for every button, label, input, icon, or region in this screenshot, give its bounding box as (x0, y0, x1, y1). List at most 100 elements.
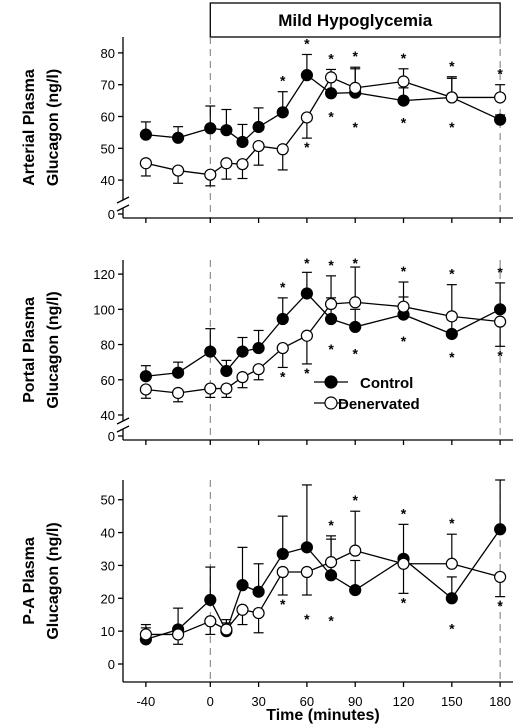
data-point (349, 296, 362, 309)
data-point (204, 615, 217, 628)
data-point (139, 157, 152, 170)
data-point (204, 593, 217, 607)
data-point (445, 310, 458, 323)
significance-star: * (280, 596, 286, 612)
data-point (276, 143, 289, 156)
data-point (324, 71, 338, 84)
data-point (139, 370, 152, 383)
data-point (171, 366, 185, 379)
axis-break-mark-0 (116, 196, 130, 204)
axis-break-mark-1 (116, 425, 130, 433)
significance-star: * (304, 35, 310, 51)
data-point (276, 341, 289, 355)
data-point (300, 329, 313, 342)
significance-star: * (280, 368, 286, 384)
banner-box (209, 2, 501, 38)
y-tick-label: 120 (93, 267, 115, 282)
significance-star: * (401, 263, 407, 279)
data-point (494, 570, 507, 584)
y-tick-label: 80 (101, 46, 115, 61)
data-point (204, 345, 217, 358)
series-control (139, 271, 507, 383)
significance-star: * (304, 611, 310, 627)
data-point (236, 371, 249, 384)
significance-star: * (328, 109, 334, 125)
data-point (397, 75, 410, 88)
shared-x-axis: -40 0 30 60 90 120 150 180 (136, 694, 510, 709)
y-axis-title-line: Glucagon (ng/l) (45, 69, 62, 186)
x-tick-label: 30 (251, 694, 265, 709)
y-tick-label: 60 (101, 373, 115, 388)
data-point (276, 106, 289, 119)
legend-denervated-marker (324, 396, 338, 410)
data-point (494, 113, 507, 126)
x-tick-label: 90 (348, 694, 362, 709)
significance-star: * (401, 114, 407, 130)
significance-star: * (352, 48, 358, 64)
significance-star: * (304, 255, 310, 271)
significance-star: * (449, 58, 455, 74)
y-tick-label-zero: 0 (108, 429, 115, 444)
data-point (252, 585, 265, 598)
data-point (494, 303, 507, 316)
data-point (276, 565, 289, 579)
data-point (252, 139, 265, 153)
data-point (349, 583, 362, 597)
data-point (324, 556, 338, 569)
significance-star: * (328, 517, 334, 533)
legend-control-label: Control (360, 375, 413, 392)
data-point (236, 135, 249, 149)
series-denervated (139, 510, 507, 645)
y-tick-label: 10 (101, 624, 115, 639)
y-axis-title: P-A Plasma Glucagon (ng/l) (21, 522, 62, 639)
data-point (349, 320, 362, 334)
data-point (397, 94, 410, 107)
series-line (145, 76, 501, 176)
data-point (300, 111, 313, 124)
significance-star: * (497, 347, 503, 363)
data-point (139, 128, 152, 141)
data-point (397, 557, 410, 570)
significance-star: * (352, 119, 358, 135)
y-tick-label: 40 (101, 526, 115, 541)
significance-star: * (352, 255, 358, 271)
y-tick-label: 0 (108, 657, 115, 672)
data-point (324, 312, 338, 326)
data-point (171, 164, 185, 177)
data-point (220, 124, 233, 137)
x-tick-label: 60 (300, 694, 314, 709)
data-point (300, 565, 313, 579)
panel-1: 0 40 50 60 70 80 Arterial Plasma Glucagon (ng/l… (21, 35, 513, 223)
data-point (236, 345, 249, 358)
data-point (324, 297, 338, 311)
panel-3: 0 10 20 30 40 50 P-A Plasma Glucagon (ng/l) * * * *… (21, 479, 513, 687)
data-point (220, 623, 233, 636)
data-point (300, 287, 313, 300)
significance-star: * (280, 73, 286, 89)
data-point (171, 386, 185, 400)
significance-star: * (401, 333, 407, 349)
panels-group: 0 40 50 60 70 80 Arterial Plasma Glucagon (ng/l… (21, 35, 513, 687)
y-tick-label: 50 (101, 141, 115, 156)
x-tick-label: 150 (441, 694, 463, 709)
y-tick-label: 50 (101, 493, 115, 508)
data-point (445, 592, 458, 605)
x-tick-label: 0 (207, 694, 214, 709)
data-point (236, 158, 249, 171)
significance-star: * (449, 515, 455, 531)
y-axis-title-line: P-A Plasma (21, 537, 38, 625)
data-point (494, 91, 507, 104)
data-point (139, 628, 152, 641)
panel-2: 0 40 60 80 100 120 Portal Plasma Glucagon (ng/l… (21, 255, 513, 445)
series-line (145, 74, 501, 143)
significance-star: * (304, 365, 310, 381)
data-point (397, 300, 410, 313)
legend-denervated-label: Denervated (338, 396, 420, 413)
significance-star: * (449, 119, 455, 135)
significance-star: * (352, 492, 358, 508)
y-tick-label: 60 (101, 110, 115, 125)
data-point (252, 363, 265, 376)
significance-star: * (304, 139, 310, 155)
x-tick-label: 180 (489, 694, 511, 709)
